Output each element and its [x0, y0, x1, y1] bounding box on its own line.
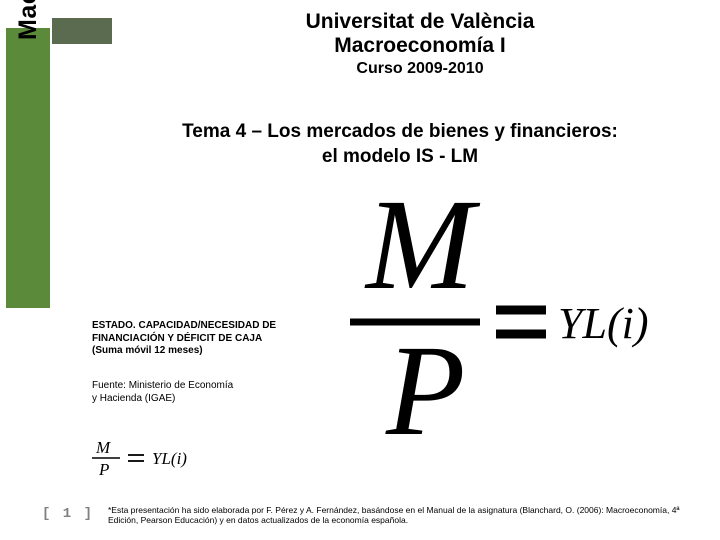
footnote: *Esta presentación ha sido elaborada por… — [108, 505, 698, 526]
caption-estado-l1: ESTADO. CAPACIDAD/NECESIDAD DE — [92, 320, 352, 333]
sidebar-label: Macroeconomía — [14, 0, 43, 40]
caption-fuente: Fuente: Ministerio de Economía y Haciend… — [92, 380, 352, 405]
svg-text:YL(i): YL(i) — [152, 449, 187, 468]
caption-estado-l3: (Suma móvil 12 meses) — [92, 345, 352, 358]
course-name: Macroeconomía I — [180, 34, 660, 58]
topic-line1: Tema 4 – Los mercados de bienes y financ… — [110, 120, 690, 145]
eq-rhs: YL(i) — [558, 299, 648, 348]
caption-fuente-l2: y Hacienda (IGAE) — [92, 393, 352, 406]
course-year: Curso 2009-2010 — [180, 60, 660, 78]
svg-text:M: M — [95, 438, 111, 457]
caption-estado-l2: FINANCIACIÓN Y DÉFICIT DE CAJA — [92, 333, 352, 346]
eq-numerator: M — [364, 178, 481, 317]
caption-estado: ESTADO. CAPACIDAD/NECESIDAD DE FINANCIAC… — [92, 320, 352, 358]
small-equation: M P YL(i) — [92, 438, 262, 478]
topic-title: Tema 4 – Los mercados de bienes y financ… — [110, 120, 690, 169]
main-equation: M P YL(i) — [350, 178, 690, 438]
caption-fuente-l1: Fuente: Ministerio de Economía — [92, 380, 352, 393]
svg-text:P: P — [98, 460, 109, 478]
sidebar-color-block — [6, 28, 50, 308]
topic-line2: el modelo IS - LM — [110, 145, 690, 170]
university-name: Universitat de València — [180, 10, 660, 34]
header: Universitat de València Macroeconomía I … — [180, 10, 660, 78]
eq-denominator: P — [385, 319, 465, 438]
page-number: [ 1 ] — [42, 506, 94, 522]
decor-block — [52, 18, 112, 44]
